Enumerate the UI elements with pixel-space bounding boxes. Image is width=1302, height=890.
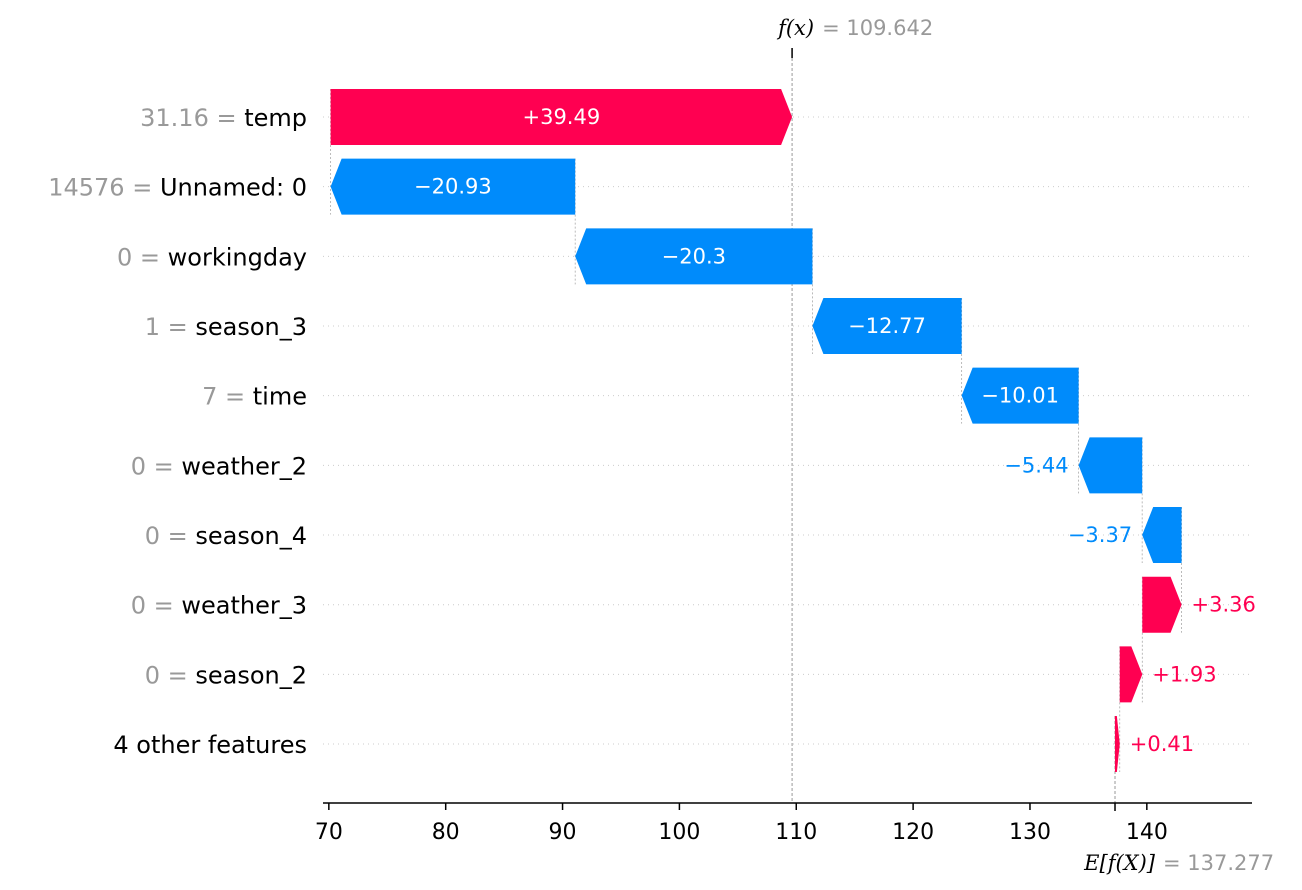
- feature-name: season_4: [195, 522, 307, 550]
- waterfall-bar: [1119, 646, 1143, 703]
- bar-value-label: −10.01: [981, 384, 1059, 408]
- feature-value: 0 =: [117, 243, 168, 271]
- annotations: f(x) = 109.642 E[f(X)] = 137.277: [776, 16, 1274, 875]
- efx-label: E[f(X)]: [1083, 851, 1156, 875]
- efx-value: = 137.277: [1163, 851, 1274, 875]
- feature-label: 14576 = Unnamed: 0: [48, 174, 307, 202]
- waterfall-bar: [1142, 507, 1182, 564]
- feature-name: Unnamed: 0: [160, 174, 307, 202]
- feature-name: temp: [244, 104, 307, 132]
- feature-label: 0 = season_4: [145, 522, 307, 550]
- feature-name: season_2: [195, 661, 307, 689]
- feature-name: weather_3: [181, 592, 307, 620]
- waterfall-bar: [575, 228, 813, 285]
- feature-label: 0 = weather_3: [131, 592, 307, 620]
- x-tick-label: 120: [892, 820, 934, 845]
- waterfall-bar: [330, 158, 576, 215]
- x-tick-label: 130: [1009, 820, 1051, 845]
- feature-label: 7 = time: [202, 383, 307, 411]
- bar-value-label: −12.77: [848, 314, 926, 338]
- feature-label: 0 = season_2: [145, 661, 307, 689]
- feature-label: 1 = season_3: [145, 313, 307, 341]
- bar-value-label: +3.36: [1192, 593, 1256, 617]
- feature-label: 0 = weather_2: [131, 452, 307, 480]
- feature-value: 14576 =: [48, 174, 160, 202]
- feature-value: 7 =: [202, 383, 253, 411]
- x-axis: 70 80 90 100 110 120 130 140: [315, 802, 1252, 845]
- feature-value: 31.16 =: [140, 104, 244, 132]
- feature-value: 0 =: [145, 522, 196, 550]
- x-tick-label: 90: [549, 820, 577, 845]
- bar-value-label: −20.3: [662, 244, 726, 268]
- x-tick-label: 140: [1126, 820, 1168, 845]
- feature-label: 4 other features: [113, 731, 307, 759]
- bar-value-label: −3.37: [1068, 523, 1132, 547]
- feature-value: 0 =: [145, 661, 196, 689]
- bar-value-label: +1.93: [1152, 662, 1216, 686]
- feature-name: workingday: [168, 243, 307, 271]
- waterfall-bar: [330, 89, 793, 145]
- x-tick-label: 110: [775, 820, 817, 845]
- bars: +39.49 −20.93 −20.3 −12.77 −10.01 −5.44 −3.37 +…: [330, 89, 1256, 773]
- feature-value: 1 =: [145, 313, 196, 341]
- bar-value-label: −20.93: [414, 175, 492, 199]
- waterfall-bar: [1114, 716, 1120, 773]
- bar-value-label: −5.44: [1004, 453, 1068, 477]
- bar-value-label: +39.49: [522, 105, 600, 129]
- feature-name: weather_2: [181, 452, 307, 480]
- waterfall-bar: [1078, 437, 1143, 494]
- feature-name: time: [253, 383, 307, 411]
- feature-name: 4 other features: [113, 731, 307, 759]
- x-tick-label: 70: [315, 820, 343, 845]
- waterfall-bar: [961, 367, 1079, 424]
- feature-label: 0 = workingday: [117, 243, 307, 271]
- fx-value: = 109.642: [822, 16, 933, 40]
- feature-value: 0 =: [131, 452, 182, 480]
- feature-name: season_3: [195, 313, 307, 341]
- feature-labels: 31.16 = temp 14576 = Unnamed: 0 0 = workin…: [48, 104, 307, 759]
- feature-value: 0 =: [131, 592, 182, 620]
- feature-label: 31.16 = temp: [140, 104, 307, 132]
- bar-value-label: +0.41: [1130, 732, 1194, 756]
- x-tick-label: 80: [432, 820, 460, 845]
- waterfall-bar: [1142, 576, 1182, 633]
- x-tick-label: 100: [658, 820, 700, 845]
- fx-label: f(x): [776, 16, 814, 40]
- waterfall-bar: [812, 298, 962, 355]
